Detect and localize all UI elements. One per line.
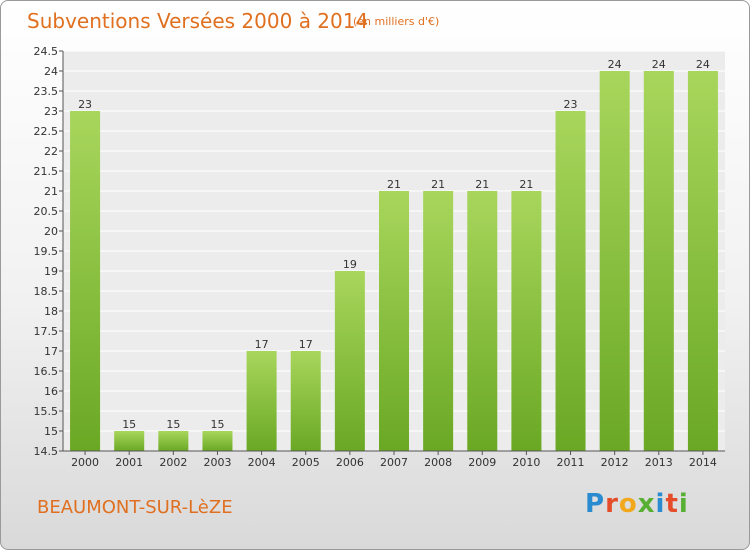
data-label-2005: 17: [299, 338, 313, 351]
bar-2012: [599, 71, 630, 451]
data-label-2006: 19: [343, 258, 357, 271]
logo-letter: P: [585, 489, 606, 519]
x-tick-label: 2006: [336, 456, 364, 469]
y-tick-label: 21.5: [34, 165, 59, 178]
logo-letter: o: [618, 489, 638, 519]
y-axis-labels: 14.5 15 15.5 16 16.5 17 17.5 18 18.5 19 19.5 20 20.5…: [34, 45, 59, 458]
bar-2014: [687, 71, 718, 451]
x-tick-label: 2008: [424, 456, 452, 469]
x-axis-labels: 2000 2001 2002 2003 2004 2005 2006 2007 2008 2009…: [71, 451, 717, 469]
bar-2007: [378, 191, 410, 451]
y-tick-label: 16.5: [34, 365, 59, 378]
bar-2003: [202, 431, 233, 451]
y-tick-label: 19.5: [34, 245, 59, 258]
bar-2009: [467, 191, 498, 451]
axes: [62, 51, 725, 452]
y-tick-label: 14.5: [34, 445, 59, 458]
bar-2000: [70, 111, 101, 451]
chart-title: Subventions Versées 2000 à 2014: [27, 9, 369, 33]
logo-letter: x: [637, 489, 656, 519]
data-label-2001: 15: [122, 418, 136, 431]
x-tick-label: 2013: [645, 456, 673, 469]
commune-name: BEAUMONT-SUR-LèZE: [37, 497, 233, 518]
data-label-2003: 15: [210, 418, 224, 431]
y-tick-label: 24: [44, 65, 58, 78]
y-tick-label: 15.5: [34, 405, 59, 418]
unit-note: (en milliers d'€): [353, 15, 440, 28]
x-tick-label: 2010: [512, 456, 540, 469]
y-tick-label: 19: [44, 265, 58, 278]
bar-2001: [114, 431, 145, 451]
y-tick-label: 22.5: [34, 125, 59, 138]
y-tick-label: 20.5: [34, 205, 59, 218]
proxiti-logo: Proxiti: [585, 489, 689, 519]
data-label-2014: 24: [696, 58, 710, 71]
data-label-2002: 15: [166, 418, 180, 431]
y-tick-label: 17.5: [34, 325, 59, 338]
data-label-2007: 21: [387, 178, 401, 191]
y-tick-label: 18.5: [34, 285, 59, 298]
bar-2004: [246, 351, 277, 451]
data-label-2009: 21: [475, 178, 489, 191]
y-tick-label: 15: [44, 425, 58, 438]
x-tick-label: 2000: [71, 456, 99, 469]
data-label-2012: 24: [608, 58, 622, 71]
y-tick-label: 23.5: [34, 85, 59, 98]
x-tick-label: 2001: [115, 456, 143, 469]
x-tick-label: 2012: [601, 456, 629, 469]
y-tick-label: 18: [44, 305, 58, 318]
bar-2005: [290, 351, 321, 451]
bar-2006: [334, 271, 365, 451]
bar-2008: [423, 191, 454, 451]
y-tick-label: 22: [44, 145, 58, 158]
data-label-2010: 21: [519, 178, 533, 191]
logo-letter: r: [605, 489, 619, 519]
data-label-2004: 17: [255, 338, 269, 351]
x-tick-label: 2005: [292, 456, 320, 469]
logo-letter: i: [655, 489, 666, 519]
bar-2002: [158, 431, 189, 451]
y-tick-label: 24.5: [34, 45, 59, 58]
data-label-2008: 21: [431, 178, 445, 191]
data-label-2013: 24: [652, 58, 666, 71]
x-tick-label: 2014: [689, 456, 717, 469]
bar-2011: [555, 111, 586, 451]
x-tick-label: 2004: [248, 456, 276, 469]
bar-2010: [511, 191, 542, 451]
data-label-2011: 23: [564, 98, 578, 111]
x-tick-label: 2009: [468, 456, 496, 469]
bar-2013: [643, 71, 674, 451]
bars: 23 15 15 15 17 17 19 21 21 21 21 23 24 24 24: [70, 58, 718, 451]
x-tick-label: 2011: [557, 456, 585, 469]
y-tick-label: 20: [44, 225, 58, 238]
y-tick-label: 23: [44, 105, 58, 118]
y-tick-label: 17: [44, 345, 58, 358]
y-tick-label: 16: [44, 385, 58, 398]
x-tick-label: 2003: [203, 456, 231, 469]
logo-letter: i: [678, 489, 689, 519]
x-tick-label: 2007: [380, 456, 408, 469]
x-tick-label: 2002: [159, 456, 187, 469]
data-label-2000: 23: [78, 98, 92, 111]
y-tick-label: 21: [44, 185, 58, 198]
logo-letter: t: [665, 489, 679, 519]
